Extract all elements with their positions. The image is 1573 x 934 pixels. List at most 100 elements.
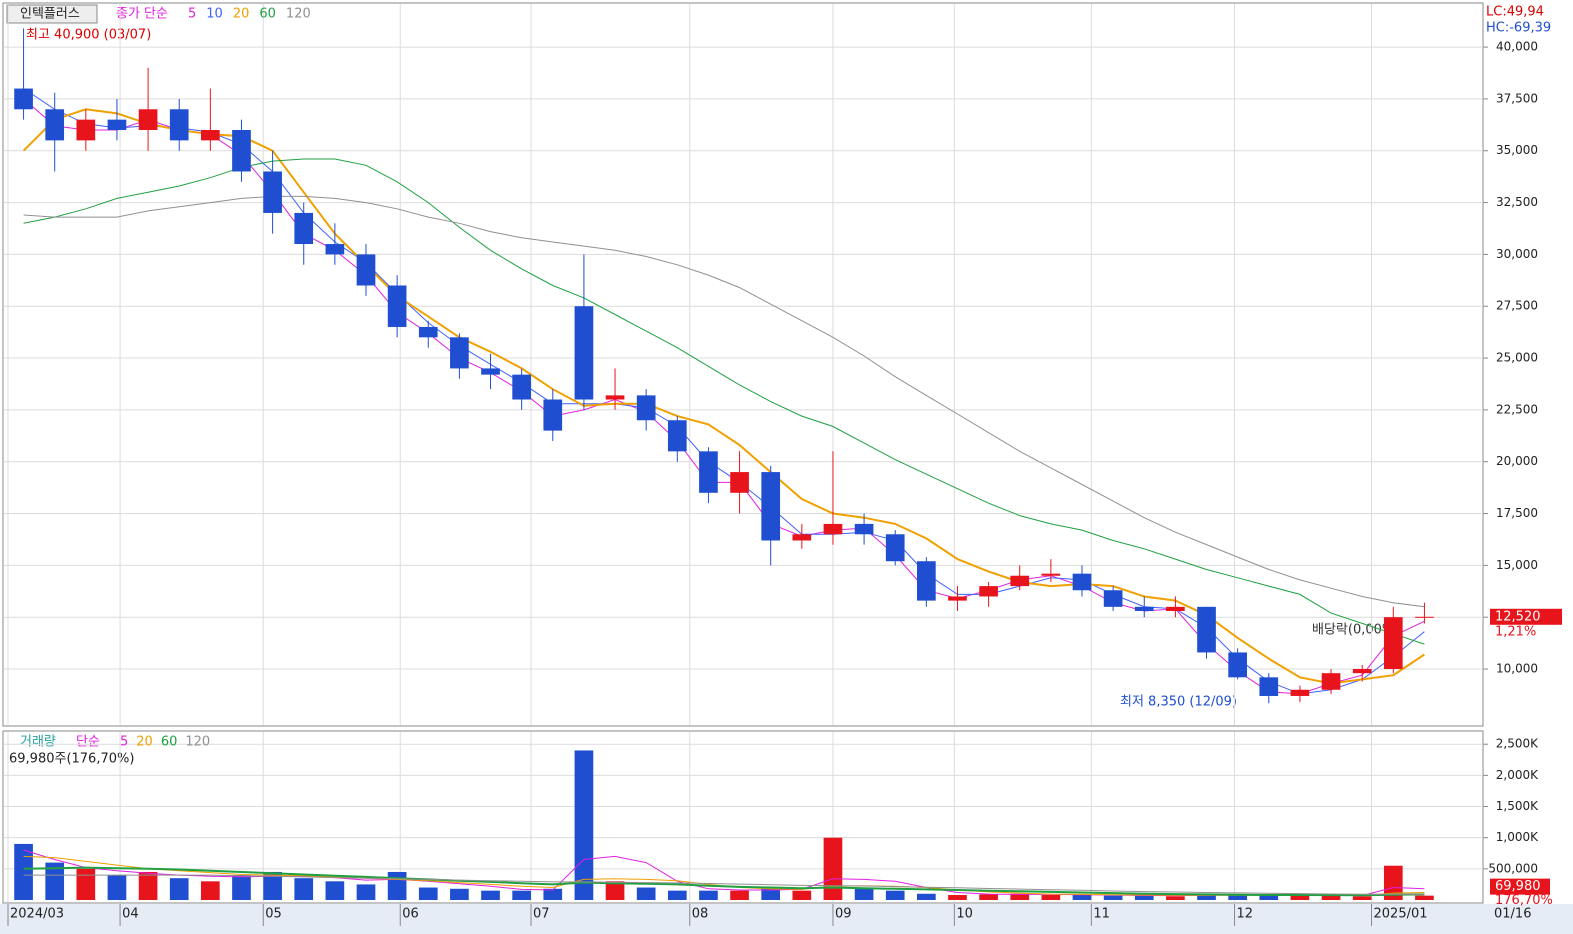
ma-line [23, 158, 1425, 645]
candle-body [1010, 575, 1030, 587]
last-price-box [1490, 608, 1562, 625]
stock-name: 인텍플러스 [20, 7, 80, 22]
candle-body [294, 212, 314, 245]
candle-body [45, 109, 65, 141]
volume-bar [761, 888, 781, 900]
candle-body [418, 326, 438, 338]
y-tick-label: 25,000 [1496, 351, 1538, 365]
volume-bar [1197, 893, 1216, 900]
volume-bar [699, 890, 718, 900]
volume-bar [512, 890, 531, 900]
candle-body [636, 395, 656, 421]
lc: LC:49,94 [1486, 5, 1544, 20]
y-tick-label: 1,500K [1496, 799, 1539, 813]
volume-bar [387, 871, 407, 900]
y-tick-label: 27,500 [1496, 299, 1538, 313]
candle-body [1103, 590, 1123, 607]
y-tick-label: 10,000 [1496, 662, 1538, 676]
volume-bar [823, 837, 843, 900]
y-tick-label: 22,500 [1496, 402, 1538, 416]
volume-bar [14, 843, 33, 900]
volume-bar [917, 893, 936, 900]
volume-bar [294, 878, 314, 900]
volume-bar [356, 884, 376, 900]
volume-bar [1041, 895, 1061, 900]
y-tick-label: 15,000 [1496, 558, 1538, 572]
candle-body [761, 472, 781, 541]
candle-body [1352, 669, 1372, 674]
ma-line [23, 98, 1425, 695]
last-volume: 69,980 [1495, 879, 1541, 894]
volume-note: 69,980주(176,70%) [9, 752, 134, 767]
y-tick-label: 20,000 [1496, 454, 1538, 468]
volume-bar [201, 881, 220, 900]
volume-bar [1321, 895, 1341, 900]
ex-dividend: 배당락(0,00%) [1312, 623, 1399, 638]
candle-body [1166, 606, 1185, 611]
volume-bar [1010, 893, 1030, 900]
candle-body [543, 399, 563, 431]
volume-legend-method: 단순 [76, 735, 100, 750]
volume-bar [1290, 895, 1310, 900]
last-volume-box [1490, 878, 1550, 895]
candle-body [325, 244, 345, 255]
candle-body [14, 88, 33, 110]
date-strip [0, 904, 1573, 934]
y-tick-label: 30,000 [1496, 247, 1538, 261]
candle-body [1134, 606, 1154, 611]
volume-bar [263, 871, 282, 900]
high-note: 최고 40,900 (03/07) [26, 28, 151, 43]
y-tick-label: 1,000K [1496, 830, 1539, 844]
candle-body [169, 109, 189, 141]
candle-body [1072, 573, 1092, 591]
name-box[interactable] [6, 4, 98, 24]
legend-entry: 20 [233, 7, 250, 22]
x-tick-label: 08 [692, 907, 709, 922]
x-tick-label: 2025/01 [1374, 907, 1428, 922]
volume-bar [1415, 895, 1434, 900]
candle-body [481, 368, 500, 375]
y-tick-label: 2,500K [1496, 737, 1539, 751]
candle-body [1197, 606, 1216, 653]
volume-bar [1259, 895, 1279, 900]
volume-frame [2, 730, 1484, 904]
volume-bar [45, 862, 65, 900]
volume-bar [481, 890, 500, 900]
candle-body [667, 420, 687, 452]
volume-bar [979, 894, 998, 900]
ma-line [23, 866, 1425, 897]
x-tick-label: 11 [1093, 907, 1110, 922]
candle-body [1259, 677, 1279, 696]
low-note: 최저 8,350 (12/09) [1120, 695, 1237, 710]
volume-legend: 거래량 [20, 735, 56, 750]
volume-bar [1072, 895, 1092, 900]
y-tick-label: 2,000K [1496, 768, 1539, 782]
candle-body [263, 171, 282, 213]
volume-bar [169, 878, 189, 900]
candle-body [885, 534, 905, 562]
volume-bar [854, 887, 874, 900]
candle-body [201, 130, 220, 141]
legend-entry: 20 [136, 735, 153, 750]
candle-body [1321, 673, 1341, 690]
candle-body [107, 119, 127, 131]
candle-body [1041, 573, 1061, 576]
volume-bar [543, 888, 563, 900]
candle-body [1290, 689, 1310, 696]
candle-body [699, 451, 718, 493]
candle-body [979, 586, 998, 597]
volume-bar [885, 890, 905, 900]
x-tick-label: 2024/03 [10, 907, 64, 922]
y-tick-label: 32,500 [1496, 195, 1538, 209]
candle-body [823, 523, 843, 535]
volume-bar [325, 881, 345, 900]
legend-entry: 120 [286, 7, 311, 22]
candle-body [948, 596, 967, 601]
x-tick-label: 12 [1237, 907, 1254, 922]
change: 1,21% [1495, 624, 1536, 639]
candle-body [76, 119, 96, 141]
legend-entry: 60 [259, 7, 276, 22]
volume-bar [792, 890, 812, 900]
candle-body [1415, 616, 1434, 618]
